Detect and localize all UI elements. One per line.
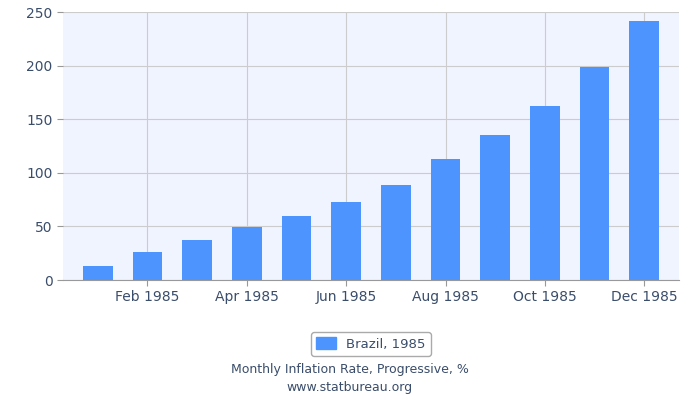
- Bar: [629, 20, 659, 280]
- Bar: [530, 106, 560, 280]
- Bar: [132, 252, 162, 280]
- Text: Monthly Inflation Rate, Progressive, %: Monthly Inflation Rate, Progressive, %: [231, 364, 469, 376]
- Bar: [232, 228, 262, 280]
- Bar: [331, 202, 361, 280]
- Bar: [580, 67, 610, 280]
- Bar: [381, 184, 411, 280]
- Bar: [182, 240, 212, 280]
- Bar: [430, 159, 461, 280]
- Bar: [83, 266, 113, 280]
- Text: www.statbureau.org: www.statbureau.org: [287, 382, 413, 394]
- Legend: Brazil, 1985: Brazil, 1985: [311, 332, 431, 356]
- Bar: [480, 135, 510, 280]
- Bar: [281, 216, 312, 280]
